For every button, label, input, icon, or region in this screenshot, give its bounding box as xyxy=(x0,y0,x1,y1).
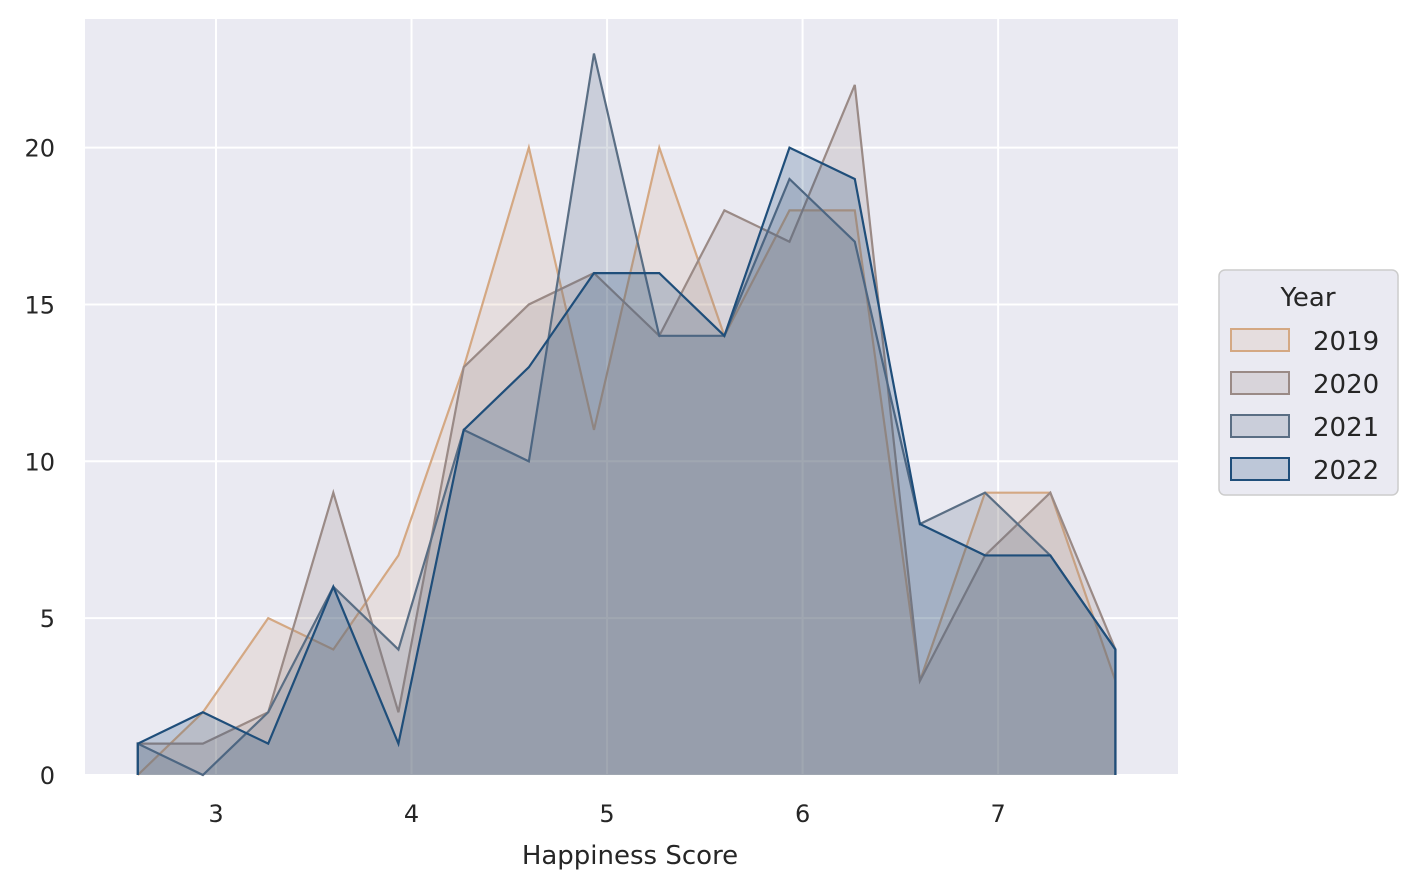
series-2022 xyxy=(136,146,1117,775)
series-area-fill xyxy=(137,84,1116,776)
x-axis: 3 4 5 6 7 xyxy=(208,800,1005,828)
series-area-fill xyxy=(137,147,1116,775)
y-axis: 0 5 10 15 20 xyxy=(24,135,55,790)
legend: Year 2019 2020 2021 2022 xyxy=(1218,269,1399,496)
legend-label: 2022 xyxy=(1313,456,1379,486)
legend-label: 2021 xyxy=(1313,413,1379,443)
series-2021 xyxy=(136,53,1117,777)
legend-swatch xyxy=(1230,457,1290,481)
series-area-fill xyxy=(137,53,1116,775)
legend-swatch xyxy=(1230,414,1290,438)
legend-item-2019: 2019 xyxy=(1230,327,1379,357)
legend-label: 2019 xyxy=(1313,327,1379,357)
legend-item-2020: 2020 xyxy=(1230,370,1379,400)
series-line xyxy=(136,84,1117,775)
series-line xyxy=(136,53,1117,777)
y-tick-label: 0 xyxy=(40,762,55,790)
legend-label: 2020 xyxy=(1313,370,1379,400)
legend-swatch xyxy=(1230,328,1290,352)
legend-swatch xyxy=(1230,371,1290,395)
legend-frame xyxy=(1218,269,1399,496)
series-area-fill xyxy=(137,147,1116,775)
y-tick-label: 20 xyxy=(24,135,55,163)
x-tick-label: 3 xyxy=(208,800,223,828)
y-tick-label: 5 xyxy=(40,605,55,633)
x-tick-label: 7 xyxy=(990,800,1005,828)
legend-items: 2019 2020 2021 2022 xyxy=(1230,327,1379,486)
legend-title: Year xyxy=(1279,283,1335,313)
legend-item-2021: 2021 xyxy=(1230,413,1379,443)
x-axis-title: Happiness Score xyxy=(522,841,738,871)
series-areas xyxy=(136,53,1117,777)
legend-item-2022: 2022 xyxy=(1230,456,1379,486)
plot-background xyxy=(85,19,1178,775)
y-tick-label: 10 xyxy=(24,448,55,476)
series-2020 xyxy=(136,84,1117,776)
y-tick-label: 15 xyxy=(24,291,55,319)
x-tick-label: 4 xyxy=(404,800,419,828)
grid xyxy=(85,19,1178,776)
x-tick-label: 5 xyxy=(599,800,614,828)
x-tick-label: 6 xyxy=(795,800,810,828)
series-line xyxy=(136,146,1117,775)
